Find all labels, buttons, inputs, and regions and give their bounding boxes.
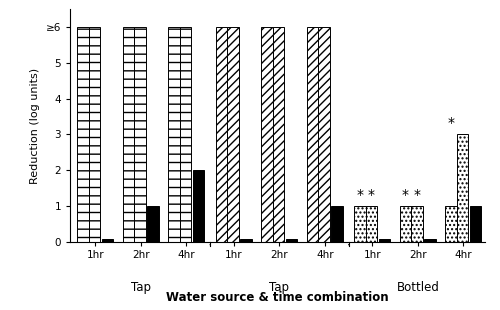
Text: *: *: [448, 116, 454, 130]
Bar: [307, 27, 318, 242]
Text: Tap: Tap: [131, 281, 151, 294]
Bar: [400, 206, 411, 242]
Text: *: *: [356, 188, 364, 202]
Bar: [412, 206, 422, 242]
Bar: [286, 239, 298, 242]
Bar: [216, 27, 228, 242]
Text: *: *: [402, 188, 409, 202]
Bar: [332, 206, 343, 242]
Text: Bottled: Bottled: [396, 281, 440, 294]
Bar: [366, 206, 378, 242]
Text: *: *: [414, 188, 420, 202]
Bar: [262, 27, 273, 242]
Bar: [148, 206, 159, 242]
Bar: [240, 239, 252, 242]
Bar: [424, 239, 436, 242]
Bar: [78, 27, 89, 242]
Bar: [89, 27, 100, 242]
Text: Tap: Tap: [270, 281, 289, 294]
X-axis label: Water source & time combination: Water source & time combination: [166, 291, 389, 304]
Bar: [193, 170, 204, 242]
Y-axis label: Reduction (log units): Reduction (log units): [30, 68, 40, 184]
Bar: [123, 27, 134, 242]
Bar: [134, 27, 145, 242]
Bar: [318, 27, 330, 242]
Bar: [446, 206, 456, 242]
Bar: [180, 27, 191, 242]
Bar: [228, 27, 239, 242]
Text: *: *: [368, 188, 375, 202]
Bar: [273, 27, 284, 242]
Bar: [102, 239, 114, 242]
Bar: [456, 135, 468, 242]
Bar: [379, 239, 390, 242]
Bar: [168, 27, 179, 242]
Bar: [354, 206, 366, 242]
Bar: [470, 206, 482, 242]
